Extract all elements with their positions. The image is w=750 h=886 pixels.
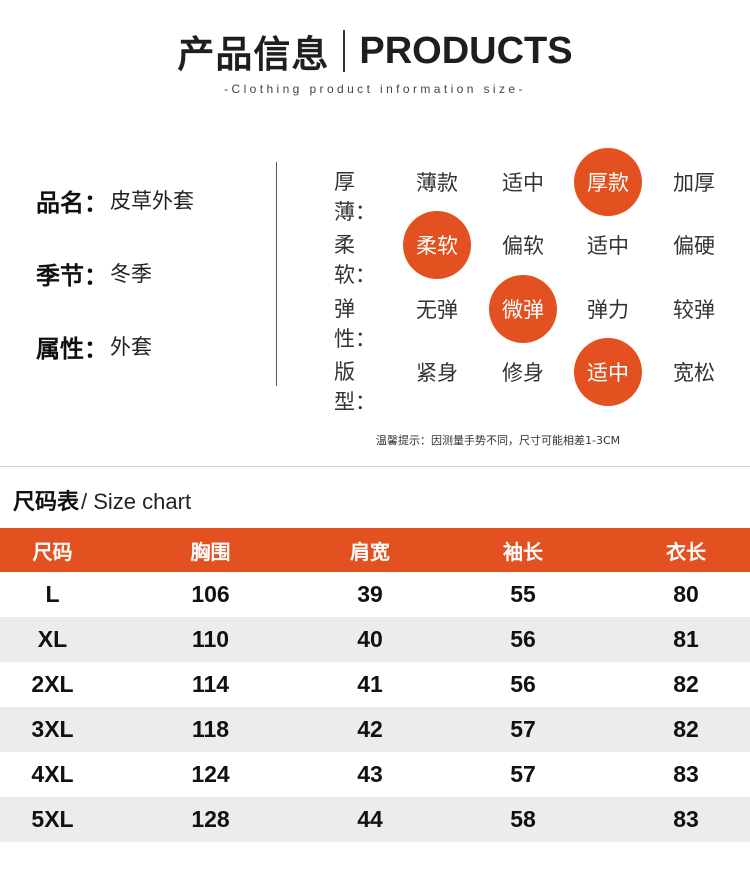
property-label: 柔软： bbox=[334, 233, 376, 287]
attribute-key: 季节： bbox=[36, 261, 108, 290]
table-header: 尺码 胸围 肩宽 袖长 衣长 bbox=[0, 528, 750, 572]
section-divider bbox=[0, 466, 750, 467]
table-cell: 83 bbox=[673, 761, 699, 787]
measurement-note: 温馨提示：因测量手势不同，尺寸可能相差1-3CM bbox=[376, 434, 621, 447]
table-cell: 43 bbox=[357, 761, 383, 787]
table-cell: 56 bbox=[510, 671, 536, 697]
attribute-name: 品名： 皮草外套 bbox=[36, 180, 194, 220]
table-cell: 114 bbox=[191, 671, 230, 697]
property-option-selected: 适中 bbox=[574, 338, 642, 406]
attribute-type: 属性： 外套 bbox=[36, 326, 194, 366]
property-option-selected: 厚款 bbox=[574, 148, 642, 216]
property-option: 加厚 bbox=[673, 171, 715, 195]
header-cell: 衣长 bbox=[666, 541, 706, 564]
property-option: 修身 bbox=[502, 361, 544, 385]
table-cell: 3XL bbox=[31, 716, 74, 742]
attribute-season: 季节： 冬季 bbox=[36, 253, 194, 293]
table-cell: 57 bbox=[510, 761, 536, 787]
attribute-key: 品名： bbox=[36, 188, 108, 217]
attribute-key: 属性： bbox=[36, 334, 108, 363]
property-option-selected: 微弹 bbox=[489, 275, 557, 343]
table-cell: 110 bbox=[191, 626, 230, 652]
size-chart-title: 尺码表 / Size chart bbox=[13, 484, 191, 516]
table-row: XL 110 40 56 81 bbox=[0, 617, 750, 662]
property-option: 适中 bbox=[587, 234, 629, 258]
property-option: 无弹 bbox=[416, 298, 458, 322]
header-cell: 袖长 bbox=[503, 541, 543, 564]
table-row: 5XL 128 44 58 83 bbox=[0, 797, 750, 842]
title-chinese: 产品信息 bbox=[177, 33, 330, 76]
table-cell: 80 bbox=[673, 581, 699, 607]
table-cell: 57 bbox=[510, 716, 536, 742]
property-option: 适中 bbox=[502, 171, 544, 195]
attribute-value: 外套 bbox=[110, 335, 152, 359]
attribute-value: 皮草外套 bbox=[110, 189, 194, 213]
property-label: 版型： bbox=[334, 360, 376, 414]
size-title-chinese: 尺码表 bbox=[13, 490, 80, 515]
table-row: 3XL 118 42 57 82 bbox=[0, 707, 750, 752]
table-cell: 41 bbox=[357, 671, 383, 697]
product-attributes: 品名： 皮草外套 季节： 冬季 属性： 外套 bbox=[36, 180, 194, 399]
table-cell: 44 bbox=[357, 806, 383, 832]
property-option: 紧身 bbox=[416, 361, 458, 385]
header-cell: 胸围 bbox=[190, 541, 231, 564]
table-cell: 128 bbox=[191, 806, 230, 832]
table-cell: 2XL bbox=[31, 671, 74, 697]
table-row: L 106 39 55 80 bbox=[0, 572, 750, 617]
property-option: 弹力 bbox=[587, 298, 629, 322]
property-option: 较弹 bbox=[673, 298, 715, 322]
header-cell: 肩宽 bbox=[350, 541, 390, 564]
title-separator bbox=[343, 30, 346, 72]
table-cell: 4XL bbox=[31, 761, 74, 787]
property-option: 偏软 bbox=[502, 234, 544, 258]
table-cell: 106 bbox=[191, 581, 230, 607]
table-row: 4XL 124 43 57 83 bbox=[0, 752, 750, 797]
table-row: 2XL 114 41 56 82 bbox=[0, 662, 750, 707]
table-cell: L bbox=[45, 581, 60, 607]
header-cell: 尺码 bbox=[32, 541, 73, 564]
size-title-english: / Size chart bbox=[81, 489, 192, 514]
table-cell: 82 bbox=[673, 716, 699, 742]
property-option-selected: 柔软 bbox=[403, 211, 471, 279]
table-cell: 118 bbox=[191, 716, 230, 742]
table-cell: 81 bbox=[673, 626, 699, 652]
header-subtitle: -Clothing product information size- bbox=[224, 82, 526, 96]
property-label: 弹性： bbox=[334, 297, 376, 351]
table-cell: 56 bbox=[510, 626, 536, 652]
table-cell: 39 bbox=[357, 581, 383, 607]
table-cell: 124 bbox=[191, 761, 230, 787]
table-cell: 82 bbox=[673, 671, 699, 697]
table-cell: XL bbox=[37, 626, 68, 652]
size-table: 尺码 胸围 肩宽 袖长 衣长 L 106 39 55 80 XL 110 40 56 81 2XL 114 41 5… bbox=[0, 528, 750, 842]
table-cell: 58 bbox=[510, 806, 536, 832]
title-english: PRODUCTS bbox=[359, 29, 573, 72]
page-header: 产品信息 PRODUCTS -Clothing product informat… bbox=[0, 26, 750, 97]
property-option: 薄款 bbox=[416, 171, 458, 195]
table-cell: 83 bbox=[673, 806, 699, 832]
property-option: 偏硬 bbox=[673, 234, 715, 258]
table-cell: 40 bbox=[357, 626, 383, 652]
property-label: 厚薄： bbox=[334, 170, 376, 224]
header-title: 产品信息 PRODUCTS bbox=[0, 26, 750, 77]
property-option: 宽松 bbox=[673, 361, 715, 385]
table-cell: 55 bbox=[510, 581, 536, 607]
table-cell: 42 bbox=[357, 716, 383, 742]
attribute-value: 冬季 bbox=[110, 262, 152, 286]
table-cell: 5XL bbox=[31, 806, 74, 832]
vertical-divider bbox=[276, 162, 277, 386]
